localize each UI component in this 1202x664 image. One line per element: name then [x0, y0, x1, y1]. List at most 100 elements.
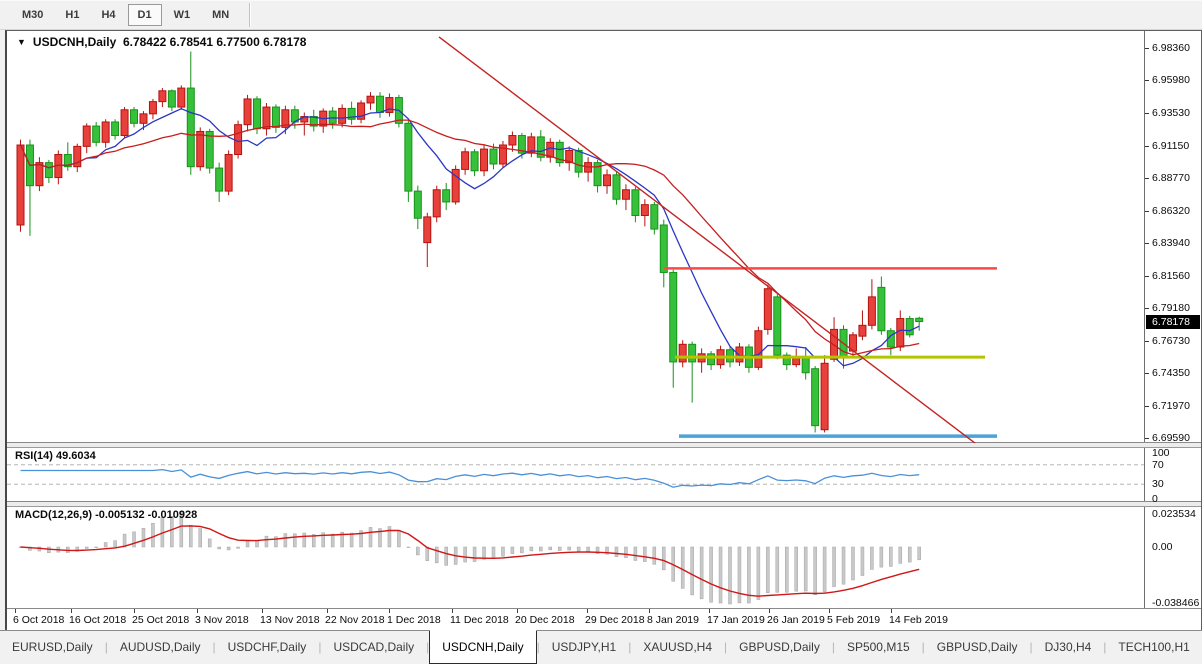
candle [271, 106, 280, 128]
price-axis-label: 6.83940 [1152, 237, 1190, 250]
candle [413, 190, 422, 219]
candle [640, 204, 649, 217]
price-axis-tick [1145, 47, 1149, 49]
candle [489, 148, 498, 165]
chart-tab-usdjpy-h1[interactable]: USDJPY,H1 [551, 640, 617, 654]
tab-separator: | [724, 640, 728, 654]
date-axis-tick [709, 609, 710, 613]
timeframe-button-m30[interactable]: M30 [22, 9, 44, 21]
price-axis-label: 6.79180 [1152, 301, 1190, 314]
date-axis-label: 6 Oct 2018 [13, 614, 65, 626]
price-axis-tick [1145, 341, 1149, 343]
chart-tab-xauusd-h4[interactable]: XAUUSD,H4 [643, 640, 713, 654]
date-axis-tick [829, 609, 830, 613]
timeframe-button-mn[interactable]: MN [212, 9, 230, 21]
date-axis-tick [769, 609, 770, 613]
chart-tab-eurusd-daily[interactable]: EURUSD,Daily [12, 640, 93, 654]
candle [347, 107, 356, 120]
timeframe-toolbar: M30 H1 H4 D1 W1 MN [0, 0, 1202, 30]
tab-separator: | [1103, 640, 1107, 654]
candle [896, 318, 905, 348]
chart-tab-gbpusd-daily[interactable]: GBPUSD,Daily [936, 640, 1018, 654]
date-axis-label: 8 Jan 2019 [647, 614, 699, 626]
candle [262, 106, 271, 130]
tab-separator: | [831, 640, 835, 654]
candle [688, 343, 697, 363]
rsi-axis-label: 30 [1152, 478, 1164, 491]
candle [44, 162, 53, 179]
date-axis-label: 25 Oct 2018 [132, 614, 190, 626]
candle [148, 101, 157, 115]
macd-pane: MACD(12,26,9) -0.005132 -0.010928 0.0235… [7, 507, 1201, 609]
price-axis[interactable]: 6.98360 6.95980 6.93530 6.91150 6.88770 6.863… [1144, 31, 1201, 444]
chart-tab-usdcnh-daily[interactable]: USDCNH,Daily [429, 630, 537, 664]
price-axis-label: 6.86320 [1152, 205, 1190, 218]
date-axis-tick [71, 609, 72, 613]
candle [205, 130, 214, 169]
tab-separator: | [104, 640, 108, 654]
candle [517, 135, 526, 154]
chart-tab-audusd-daily[interactable]: AUDUSD,Daily [119, 640, 201, 654]
candle [328, 110, 337, 124]
date-axis-tick [452, 609, 453, 613]
candle [73, 145, 82, 168]
date-axis-tick [262, 609, 263, 613]
date-axis-tick [134, 609, 135, 613]
candle [470, 151, 479, 172]
candle [375, 95, 384, 113]
candle [139, 113, 148, 124]
candle [905, 318, 914, 336]
date-axis-tick [15, 609, 16, 613]
date-axis-label: 26 Jan 2019 [767, 614, 825, 626]
splitter-rsi-macd[interactable] [7, 502, 1201, 507]
candle [130, 109, 139, 124]
timeframe-button-h4[interactable]: H4 [101, 9, 116, 21]
price-axis-label: 6.74350 [1152, 367, 1190, 380]
candle [811, 368, 820, 427]
rsi-axis-label: 100 [1152, 447, 1170, 459]
timeframe-button-h1[interactable]: H1 [65, 9, 80, 21]
splitter-price-rsi[interactable] [7, 443, 1201, 448]
timeframe-button-d1[interactable]: D1 [127, 4, 162, 26]
chart-tab-usdchf-daily[interactable]: USDCHF,Daily [227, 640, 307, 654]
chart-tab-tech100-h1[interactable]: TECH100,H1 [1118, 640, 1190, 654]
price-axis-tick [1145, 113, 1149, 115]
rsi-axis[interactable]: 100 70 30 0 [1144, 447, 1201, 505]
chart-tab-bar: EURUSD,Daily | AUDUSD,Daily | USDCHF,Daily | U… [0, 630, 1202, 664]
candle [423, 216, 432, 244]
candle [867, 296, 876, 326]
rsi-plot[interactable] [7, 448, 1145, 502]
price-axis-label: 6.91150 [1152, 139, 1190, 152]
candle [196, 130, 205, 168]
chart-menu-icon[interactable]: ▼ [17, 37, 26, 47]
price-axis-tick [1145, 211, 1149, 213]
chart-tab-usdcad-daily[interactable]: USDCAD,Daily [333, 640, 415, 654]
date-axis-label: 22 Nov 2018 [325, 614, 385, 626]
candle [366, 95, 375, 104]
candle [593, 162, 602, 187]
candle [442, 189, 451, 203]
candle [461, 151, 470, 170]
candle [792, 357, 801, 366]
macd-axis[interactable]: 0.023534 0.00 -0.038466 [1144, 507, 1201, 609]
candle [243, 98, 252, 126]
candle [338, 107, 347, 124]
candle [404, 122, 413, 192]
date-axis-tick [587, 609, 588, 613]
macd-plot[interactable] [7, 507, 1145, 609]
candle [782, 354, 791, 366]
chart-tab-gbpusd-daily[interactable]: GBPUSD,Daily [739, 640, 820, 654]
chart-tab-sp500-m15[interactable]: SP500,M15 [846, 640, 910, 654]
tab-separator: | [628, 640, 632, 654]
candle [820, 362, 829, 431]
candle [773, 296, 782, 356]
chart-title: ▼ USDCNH,Daily 6.78422 6.78541 6.77500 6.… [17, 35, 306, 49]
candle [158, 90, 167, 103]
chart-tab-dj30-h4[interactable]: DJ30,H4 [1044, 640, 1092, 654]
price-axis-label: 6.76730 [1152, 335, 1190, 348]
candle [659, 224, 668, 273]
date-axis-label: 13 Nov 2018 [260, 614, 320, 626]
price-chart-plot[interactable] [7, 31, 1145, 443]
timeframe-button-w1[interactable]: W1 [173, 9, 191, 21]
tab-separator: | [1029, 640, 1033, 654]
